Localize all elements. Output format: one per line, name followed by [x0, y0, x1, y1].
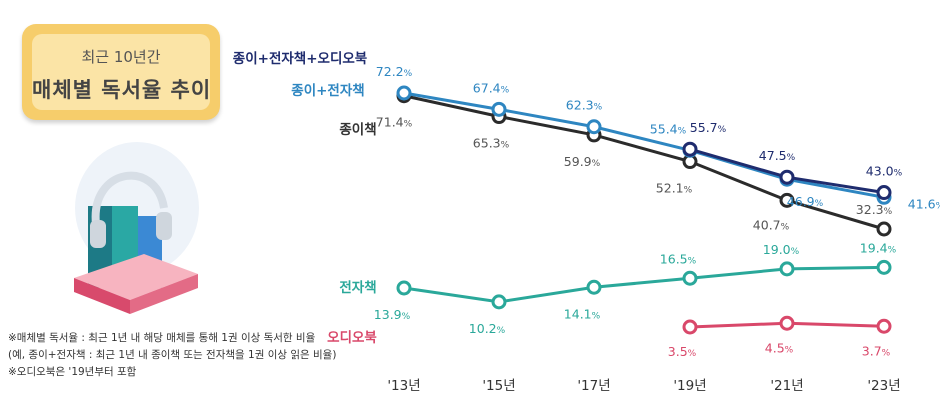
data-point-paper_ebook — [396, 85, 412, 101]
x-tick-label: '21년 — [770, 378, 803, 394]
x-tick-label: '19년 — [673, 378, 706, 394]
data-label-unit: % — [888, 245, 897, 255]
data-label-unit: % — [678, 126, 687, 136]
data-label-ebook: 10.2% — [469, 321, 506, 336]
data-point-ebook — [586, 279, 602, 295]
x-tick-label: '13년 — [387, 378, 420, 394]
data-label-unit: % — [815, 199, 824, 209]
x-tick-label: '17년 — [577, 378, 610, 394]
data-label-paper_ebook_audio: 55.7% — [690, 120, 727, 135]
book-top-icon — [74, 254, 198, 300]
data-label-paper: 71.4% — [376, 115, 413, 130]
data-label-unit: % — [594, 103, 603, 113]
data-label-paper_ebook: 55.4% — [650, 121, 687, 136]
legend-audiobook: 오디오북 — [327, 330, 377, 346]
x-tick-label: '15년 — [482, 378, 515, 394]
data-label-unit: % — [791, 247, 800, 257]
headphones-earcup-icon — [90, 220, 106, 248]
data-label-unit: % — [785, 345, 794, 355]
data-label-paper_ebook_audio: 43.0% — [866, 164, 903, 179]
data-label-ebook: 13.9% — [374, 307, 411, 322]
data-label-ebook: 16.5% — [660, 251, 697, 266]
legend-paper_ebook_audio: 종이+전자책+오디오북 — [233, 50, 367, 67]
data-label-unit: % — [684, 186, 693, 196]
data-label-unit: % — [688, 256, 697, 266]
data-label-paper: 52.1% — [656, 181, 693, 196]
chart-subtitle: 최근 10년간 — [81, 48, 161, 66]
data-label-ebook: 19.0% — [763, 242, 800, 257]
series-line-paper_ebook — [403, 91, 885, 199]
data-label-unit: % — [718, 125, 727, 135]
legend-ebook: 전자책 — [339, 279, 376, 296]
data-point-paper_ebook_audio — [779, 169, 795, 185]
data-label-unit: % — [404, 120, 413, 130]
data-label-unit: % — [501, 85, 510, 95]
series-line-paper — [403, 94, 885, 231]
data-label-unit: % — [404, 69, 413, 79]
data-label-unit: % — [402, 312, 411, 322]
data-label-paper_ebook: 62.3% — [566, 98, 603, 113]
data-label-unit: % — [781, 222, 790, 232]
book-side-icon — [130, 274, 198, 314]
data-point-paper_ebook_audio — [682, 141, 698, 157]
data-point-ebook — [779, 261, 795, 277]
data-label-unit: % — [688, 349, 697, 359]
data-label-paper_ebook: 41.6% — [908, 196, 940, 211]
footnote-definition: ※매체별 독서율 : 최근 1년 내 해당 매체를 통해 1권 이상 독서한 비… — [8, 332, 316, 344]
data-label-unit: % — [882, 348, 891, 358]
title-box: 최근 10년간 매체별 독서율 추이 — [22, 24, 220, 120]
x-tick-label: '23년 — [867, 378, 900, 394]
data-point-ebook — [876, 259, 892, 275]
data-point-audiobook — [779, 315, 795, 331]
data-point-paper — [779, 192, 795, 208]
legend-paper: 종이책 — [339, 121, 376, 138]
chart-title: 매체별 독서율 추이 — [32, 78, 212, 102]
data-label-paper_ebook: 46.9% — [787, 194, 824, 209]
data-point-audiobook — [682, 319, 698, 335]
data-label-paper: 59.9% — [564, 154, 601, 169]
series-line-ebook — [403, 265, 885, 304]
data-label-unit: % — [787, 153, 796, 163]
data-label-audiobook: 3.7% — [862, 343, 891, 358]
footnote-example: (예, 종이+전자책 : 최근 1년 내 종이책 또는 전자책을 1권 이상 읽… — [8, 349, 337, 361]
data-label-ebook: 19.4% — [860, 240, 897, 255]
data-point-paper_ebook_audio — [876, 185, 892, 201]
data-label-unit: % — [894, 169, 903, 179]
book-side-icon — [74, 278, 130, 314]
data-point-ebook — [396, 280, 412, 296]
headphones-earcup-icon — [156, 212, 172, 240]
data-label-paper_ebook: 72.2% — [376, 64, 413, 79]
data-point-ebook — [491, 294, 507, 310]
data-label-audiobook: 4.5% — [765, 340, 794, 355]
data-label-unit: % — [497, 326, 506, 336]
data-label-paper: 32.3% — [856, 202, 893, 217]
data-point-paper_ebook — [586, 119, 602, 135]
data-label-paper: 65.3% — [473, 136, 510, 151]
data-point-audiobook — [876, 318, 892, 334]
data-label-unit: % — [936, 201, 940, 211]
data-label-paper_ebook_audio: 47.5% — [759, 148, 796, 163]
footnotes: ※매체별 독서율 : 최근 1년 내 해당 매체를 통해 1권 이상 독서한 비… — [8, 330, 337, 381]
data-label-unit: % — [501, 141, 510, 151]
title-inner: 최근 10년간 매체별 독서율 추이 — [32, 34, 210, 110]
data-point-ebook — [682, 270, 698, 286]
data-label-paper_ebook: 67.4% — [473, 80, 510, 95]
data-label-unit: % — [884, 207, 893, 217]
data-label-unit: % — [592, 311, 601, 321]
data-point-paper_ebook — [491, 101, 507, 117]
data-point-paper — [876, 221, 892, 237]
data-label-ebook: 14.1% — [564, 306, 601, 321]
footnote-audiobook: ※오디오북은 '19년부터 포함 — [8, 366, 137, 378]
data-label-paper: 40.7% — [753, 217, 790, 232]
legend-paper_ebook: 종이+전자책 — [291, 82, 364, 99]
data-label-unit: % — [592, 159, 601, 169]
data-label-audiobook: 3.5% — [668, 344, 697, 359]
headphones-icon — [91, 171, 168, 225]
book-headphones-illustration — [74, 142, 199, 314]
